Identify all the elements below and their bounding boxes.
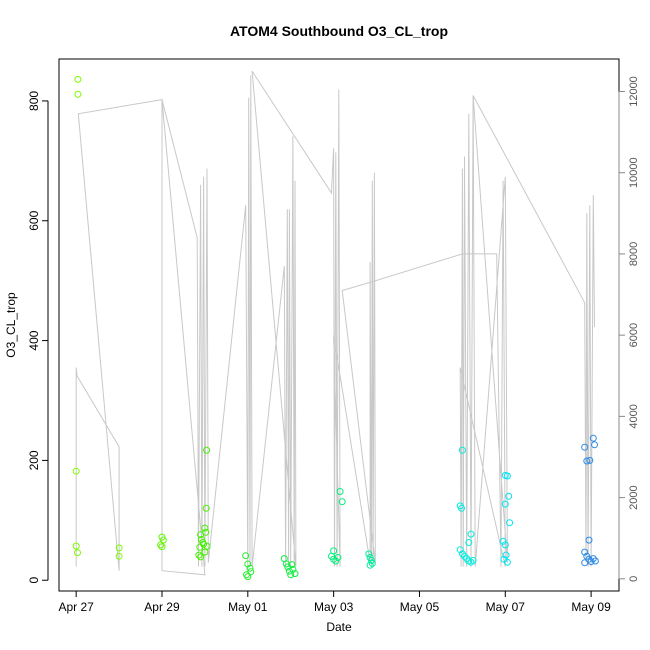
data-point	[202, 504, 210, 512]
y-tick-label: 200	[27, 450, 41, 470]
y2-tick-label: 6000	[628, 323, 640, 347]
y2-tick-label: 0	[628, 576, 640, 582]
data-point	[503, 558, 511, 566]
y-axis-label: O3_CL_trop	[4, 292, 18, 358]
data-point	[365, 550, 373, 558]
x-tick-label: May 01	[228, 600, 268, 614]
y-tick-label: 0	[27, 577, 41, 584]
y2-tick-label: 10000	[628, 157, 640, 188]
x-tick-label: May 07	[486, 600, 526, 614]
data-point	[332, 557, 340, 565]
data-point	[288, 561, 296, 569]
data-point	[589, 434, 597, 442]
data-point	[330, 547, 338, 555]
data-point	[586, 456, 594, 464]
data-point	[581, 443, 589, 451]
data-point	[330, 555, 338, 563]
data-point	[467, 558, 475, 566]
altitude-line	[75, 70, 595, 576]
y2-tick-label: 12000	[628, 76, 640, 107]
data-point	[338, 498, 346, 506]
data-point	[366, 561, 374, 569]
data-point	[368, 559, 376, 567]
x-axis: Apr 27 Apr 29 May 01 May 03 May 05 May 07 May …	[58, 590, 611, 614]
data-point	[74, 75, 82, 83]
x-tick-label: May 05	[400, 600, 440, 614]
data-point	[499, 537, 507, 545]
y2-tick-label: 8000	[628, 242, 640, 266]
data-point	[285, 567, 293, 575]
data-point	[244, 560, 252, 568]
y-axis-left: 0 200 400 600 800	[27, 91, 49, 584]
altitude-series	[75, 70, 595, 576]
data-point	[202, 528, 210, 536]
data-point	[203, 542, 211, 550]
data-point	[503, 472, 511, 480]
y-tick-label: 800	[27, 91, 41, 111]
data-point	[74, 90, 82, 98]
chart-title: ATOM4 Southbound O3_CL_trop	[230, 23, 448, 39]
x-tick-label: May 09	[571, 600, 611, 614]
data-point	[501, 541, 509, 549]
data-point	[158, 543, 166, 551]
data-point	[334, 554, 342, 561]
data-point	[203, 446, 211, 454]
o3-series	[72, 75, 599, 581]
x-tick-label: Apr 29	[144, 600, 180, 614]
y-tick-label: 400	[27, 330, 41, 350]
data-point	[195, 551, 203, 559]
data-point	[581, 548, 589, 556]
data-point	[196, 543, 204, 551]
data-point	[197, 553, 205, 561]
data-point	[115, 552, 123, 560]
data-point	[243, 571, 250, 579]
data-point	[591, 557, 599, 565]
data-point	[291, 570, 299, 578]
data-point	[506, 519, 514, 527]
data-point	[461, 552, 468, 560]
data-point	[157, 541, 165, 549]
data-point	[458, 446, 466, 454]
y2-tick-label: 2000	[628, 485, 640, 509]
data-point	[74, 549, 81, 557]
y2-tick-label: 4000	[628, 404, 640, 428]
data-point	[246, 564, 254, 572]
data-point	[467, 530, 475, 538]
data-point	[458, 504, 465, 512]
data-point	[465, 539, 473, 546]
data-point	[242, 552, 250, 560]
data-point	[115, 544, 123, 552]
y-axis-right: 0 2000 4000 6000 8000 10000 12000	[618, 76, 640, 582]
data-point	[289, 565, 297, 573]
data-point	[505, 492, 513, 500]
data-point	[72, 542, 80, 550]
data-point	[502, 551, 510, 559]
x-tick-label: May 03	[314, 600, 354, 614]
data-point	[367, 556, 375, 564]
data-point	[201, 524, 209, 532]
data-point	[201, 548, 209, 556]
data-point	[581, 559, 589, 567]
data-point	[244, 573, 252, 581]
data-point	[591, 441, 598, 449]
data-point	[336, 488, 344, 495]
x-tick-label: Apr 27	[58, 600, 94, 614]
data-point	[456, 546, 464, 554]
x-axis-label: Date	[326, 620, 352, 634]
data-point	[501, 500, 509, 508]
data-point	[469, 556, 477, 564]
data-point	[583, 457, 591, 465]
y-tick-label: 600	[27, 210, 41, 230]
data-point	[585, 536, 593, 544]
data-point	[72, 467, 80, 475]
